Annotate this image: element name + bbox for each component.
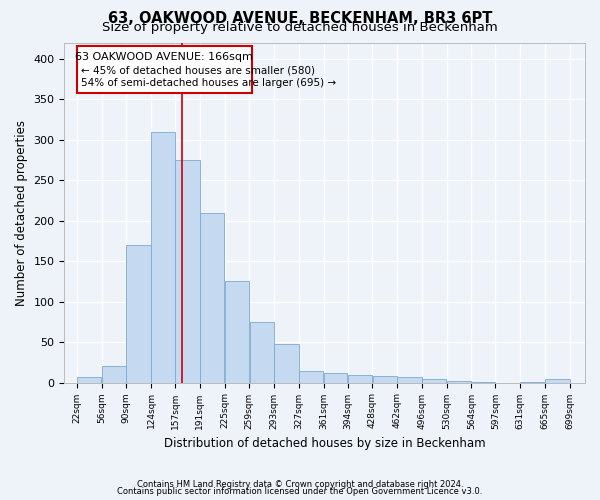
Bar [447, 381, 471, 382]
Bar [151, 132, 175, 382]
Text: Size of property relative to detached houses in Beckenham: Size of property relative to detached ho… [102, 22, 498, 35]
Bar [422, 380, 446, 382]
Text: Contains HM Land Registry data © Crown copyright and database right 2024.: Contains HM Land Registry data © Crown c… [137, 480, 463, 489]
Bar [175, 160, 200, 382]
Bar [373, 376, 397, 382]
Bar [397, 377, 422, 382]
X-axis label: Distribution of detached houses by size in Beckenham: Distribution of detached houses by size … [164, 437, 485, 450]
Bar [299, 371, 323, 382]
Bar [545, 380, 569, 382]
FancyBboxPatch shape [77, 46, 251, 92]
Bar [200, 212, 224, 382]
Bar [274, 344, 299, 382]
Bar [127, 245, 151, 382]
Bar [348, 376, 372, 382]
Bar [102, 366, 126, 382]
Bar [324, 373, 347, 382]
Text: ← 45% of detached houses are smaller (580): ← 45% of detached houses are smaller (58… [81, 65, 315, 75]
Bar [225, 282, 249, 382]
Text: 63 OAKWOOD AVENUE: 166sqm: 63 OAKWOOD AVENUE: 166sqm [75, 52, 253, 62]
Bar [77, 377, 101, 382]
Y-axis label: Number of detached properties: Number of detached properties [15, 120, 28, 306]
Text: 63, OAKWOOD AVENUE, BECKENHAM, BR3 6PT: 63, OAKWOOD AVENUE, BECKENHAM, BR3 6PT [108, 11, 492, 26]
Bar [250, 322, 274, 382]
Text: 54% of semi-detached houses are larger (695) →: 54% of semi-detached houses are larger (… [81, 78, 336, 88]
Text: Contains public sector information licensed under the Open Government Licence v3: Contains public sector information licen… [118, 487, 482, 496]
